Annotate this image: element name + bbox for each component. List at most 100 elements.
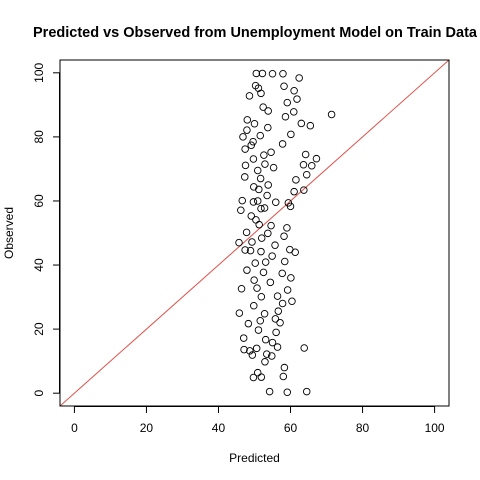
data-point xyxy=(243,116,252,124)
data-point xyxy=(274,307,283,315)
data-point xyxy=(253,166,262,175)
data-point xyxy=(271,315,280,323)
data-point xyxy=(295,74,303,82)
data-point xyxy=(264,229,272,238)
data-point xyxy=(244,319,253,328)
data-point xyxy=(280,232,288,240)
data-point xyxy=(278,140,287,148)
data-point xyxy=(283,388,292,396)
data-point xyxy=(245,92,254,100)
data-point xyxy=(300,344,308,352)
data-point xyxy=(293,95,301,103)
y-tick-label: 0 xyxy=(32,390,46,397)
data-point xyxy=(259,103,267,111)
data-point xyxy=(260,309,269,318)
y-axis-label: Observed xyxy=(2,207,16,259)
data-point xyxy=(250,120,259,128)
data-point xyxy=(267,148,275,157)
data-point xyxy=(242,228,251,237)
data-point xyxy=(265,387,274,396)
y-tick-label: 100 xyxy=(32,62,46,82)
x-axis-label: Predicted xyxy=(229,451,280,465)
data-point xyxy=(267,221,275,230)
data-point xyxy=(248,351,257,359)
data-point xyxy=(283,286,292,294)
data-point xyxy=(264,181,272,189)
data-point xyxy=(246,347,254,355)
data-point xyxy=(306,121,315,130)
data-point xyxy=(266,278,275,287)
data-point xyxy=(278,299,287,308)
data-point xyxy=(312,154,321,163)
data-point xyxy=(281,112,290,121)
data-point xyxy=(287,130,295,139)
data-points-layer xyxy=(235,69,336,396)
y-tick-label: 20 xyxy=(32,322,46,336)
data-point xyxy=(272,328,280,337)
data-point xyxy=(251,259,259,267)
data-point xyxy=(290,108,298,116)
data-point xyxy=(240,345,248,354)
data-point xyxy=(235,309,244,317)
data-point xyxy=(241,173,249,181)
data-point xyxy=(253,284,261,292)
x-tick-label: 80 xyxy=(356,421,370,435)
data-point xyxy=(249,373,258,382)
data-point xyxy=(257,89,265,98)
data-point xyxy=(257,234,266,242)
data-point xyxy=(279,372,288,381)
data-point xyxy=(237,206,245,215)
data-point xyxy=(253,197,262,205)
data-point xyxy=(261,358,269,366)
data-point xyxy=(253,368,262,377)
data-point xyxy=(241,246,249,254)
data-point xyxy=(297,119,306,128)
data-point xyxy=(254,326,263,334)
data-point xyxy=(290,187,298,196)
data-point xyxy=(276,318,284,327)
data-point xyxy=(250,276,258,284)
data-point xyxy=(238,196,247,205)
data-point xyxy=(252,69,261,78)
reference-line-layer xyxy=(60,60,449,406)
data-point xyxy=(243,266,251,274)
data-point xyxy=(247,141,256,149)
data-point xyxy=(281,257,289,266)
data-point xyxy=(268,70,277,78)
data-point xyxy=(243,126,251,134)
data-point xyxy=(273,343,282,351)
data-point xyxy=(255,220,263,229)
data-point xyxy=(271,241,279,249)
data-point xyxy=(268,352,276,360)
data-point xyxy=(263,191,271,200)
data-point xyxy=(291,248,299,256)
data-point xyxy=(249,198,258,206)
data-point xyxy=(283,98,292,107)
data-point xyxy=(280,363,289,372)
data-point xyxy=(257,293,266,301)
data-point xyxy=(256,174,265,183)
data-point xyxy=(286,202,295,211)
data-point xyxy=(252,216,260,224)
x-axis: 0 20 40 60 80 100 xyxy=(71,406,445,435)
data-point xyxy=(299,161,308,169)
data-point xyxy=(283,224,291,232)
y-tick-label: 60 xyxy=(32,194,46,208)
reference-line xyxy=(60,60,449,406)
x-tick-label: 0 xyxy=(71,421,78,435)
data-point xyxy=(264,123,272,132)
data-point xyxy=(302,170,311,179)
data-point xyxy=(260,151,268,159)
data-point xyxy=(327,110,336,119)
data-point xyxy=(262,350,271,358)
data-point xyxy=(258,69,267,78)
data-point xyxy=(255,185,263,194)
data-point xyxy=(301,150,310,159)
data-point xyxy=(235,238,243,247)
data-point xyxy=(308,161,316,170)
data-point xyxy=(261,335,270,344)
data-point xyxy=(237,284,246,293)
data-point xyxy=(239,334,248,342)
data-point xyxy=(247,212,256,220)
